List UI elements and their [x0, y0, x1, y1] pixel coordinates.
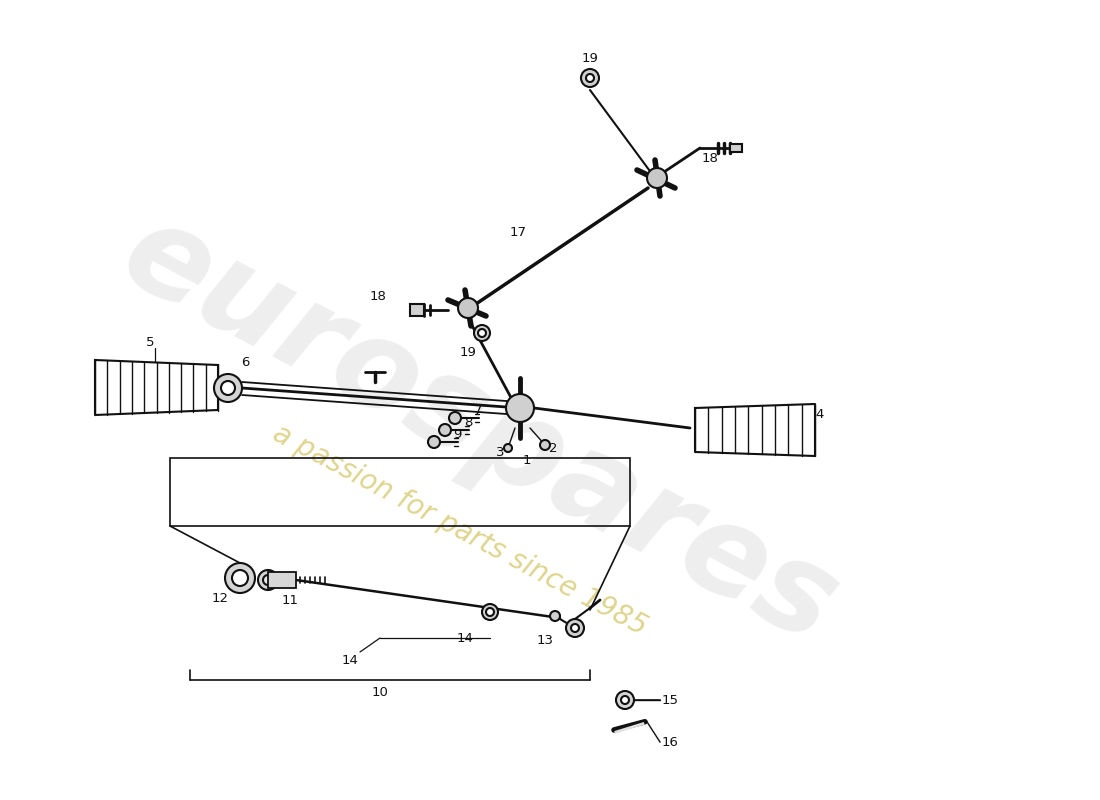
Text: a passion for parts since 1985: a passion for parts since 1985 [268, 419, 652, 641]
Circle shape [581, 69, 600, 87]
Bar [410, 304, 424, 316]
Circle shape [474, 325, 490, 341]
Circle shape [506, 394, 534, 422]
Text: 19: 19 [582, 51, 598, 65]
Circle shape [449, 412, 461, 424]
Circle shape [263, 575, 273, 585]
Circle shape [550, 611, 560, 621]
Text: 17: 17 [509, 226, 527, 238]
Circle shape [226, 563, 255, 593]
Text: 16: 16 [661, 735, 679, 749]
Circle shape [258, 570, 278, 590]
Circle shape [458, 298, 478, 318]
Text: 14: 14 [456, 631, 473, 645]
Text: 15: 15 [661, 694, 679, 706]
Circle shape [428, 436, 440, 448]
Circle shape [621, 696, 629, 704]
Circle shape [232, 570, 248, 586]
Text: 8: 8 [464, 415, 472, 429]
Bar [268, 572, 296, 588]
Text: 5: 5 [145, 337, 154, 350]
Bar [170, 458, 630, 526]
Circle shape [439, 424, 451, 436]
Circle shape [566, 619, 584, 637]
Bar [730, 144, 743, 152]
Text: 3: 3 [496, 446, 504, 459]
Circle shape [482, 604, 498, 620]
Circle shape [214, 374, 242, 402]
Text: 10: 10 [372, 686, 388, 699]
Circle shape [586, 74, 594, 82]
Circle shape [478, 329, 486, 337]
Circle shape [616, 691, 634, 709]
Text: 14: 14 [342, 654, 359, 666]
Text: 4: 4 [816, 409, 824, 422]
Text: 19: 19 [460, 346, 476, 358]
Text: 11: 11 [282, 594, 298, 607]
Text: 13: 13 [537, 634, 553, 646]
Text: 18: 18 [702, 151, 718, 165]
Circle shape [647, 168, 667, 188]
Text: 1: 1 [522, 454, 531, 466]
Circle shape [571, 624, 579, 632]
Text: eurospares: eurospares [102, 191, 857, 669]
Circle shape [540, 440, 550, 450]
Circle shape [504, 444, 512, 452]
Text: 2: 2 [549, 442, 558, 454]
Text: 18: 18 [370, 290, 386, 302]
Text: 7: 7 [474, 403, 482, 417]
Circle shape [221, 381, 235, 395]
Text: 9: 9 [453, 427, 461, 441]
Text: 12: 12 [211, 591, 229, 605]
Text: 6: 6 [241, 357, 250, 370]
Circle shape [486, 608, 494, 616]
